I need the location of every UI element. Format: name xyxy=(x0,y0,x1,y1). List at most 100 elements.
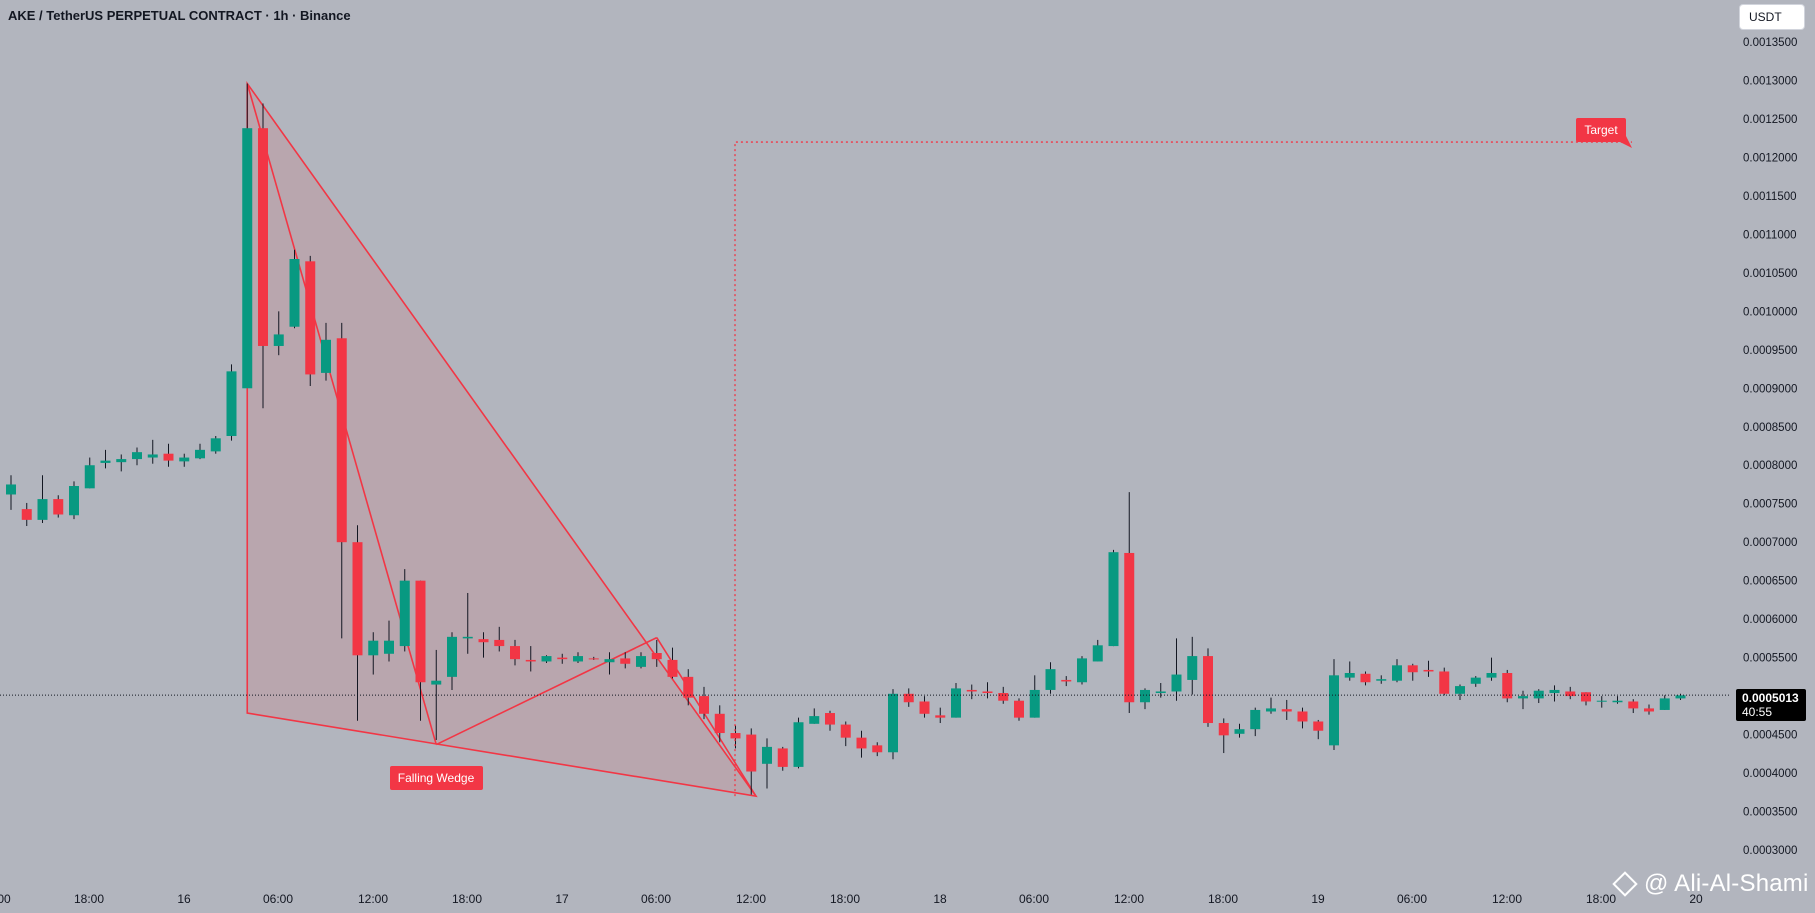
candle xyxy=(951,683,961,718)
candle-body xyxy=(447,636,457,677)
candle-body xyxy=(1376,679,1387,681)
candle-body xyxy=(1045,669,1056,690)
candle-body xyxy=(1250,709,1261,730)
candle xyxy=(289,249,300,329)
candle-body xyxy=(1108,552,1119,647)
candle-body xyxy=(37,499,48,520)
candle xyxy=(1565,686,1576,700)
candle xyxy=(1581,692,1591,706)
target-label: Target xyxy=(1576,118,1632,148)
y-tick-label: 0.0004500 xyxy=(1743,730,1797,742)
candle-body xyxy=(1644,708,1654,712)
candle-body xyxy=(1077,658,1087,683)
candle-body xyxy=(258,128,268,346)
y-tick-label: 0.0011500 xyxy=(1743,191,1797,203)
currency-selector[interactable]: USDT xyxy=(1739,4,1805,30)
candle xyxy=(667,647,678,679)
candle-body xyxy=(1455,686,1465,694)
candle-body xyxy=(1439,671,1450,694)
candle-body xyxy=(667,659,678,677)
candle xyxy=(462,592,473,654)
candle xyxy=(714,705,725,743)
candle-body xyxy=(636,656,646,667)
candle xyxy=(1297,707,1308,729)
candle-body xyxy=(462,636,473,639)
candle-body xyxy=(1171,674,1182,692)
x-tick-label: 18:00 xyxy=(1208,892,1238,906)
candle-body xyxy=(1281,709,1292,712)
candle-body xyxy=(1407,665,1418,673)
current-price-tag: 0.0005013 40:55 xyxy=(1736,689,1806,721)
y-tick-label: 0.0005500 xyxy=(1743,653,1797,665)
candle-body xyxy=(510,646,520,660)
candle-body xyxy=(195,449,205,459)
y-tick-label: 0.0012000 xyxy=(1743,152,1797,164)
x-tick-label: 18 xyxy=(933,892,947,906)
y-tick-label: 0.0009500 xyxy=(1743,345,1797,357)
candle-body xyxy=(620,658,631,664)
candle-body xyxy=(573,656,583,662)
x-tick-label: 20 xyxy=(1689,892,1703,906)
candle-body xyxy=(762,746,772,764)
y-tick-label: 0.0008000 xyxy=(1743,460,1797,472)
candle xyxy=(1376,675,1387,684)
candle-body xyxy=(1581,692,1591,702)
candle-body xyxy=(147,454,158,458)
candle-body xyxy=(273,334,284,346)
candle-body xyxy=(336,338,347,543)
candle xyxy=(1092,639,1103,662)
candle xyxy=(368,632,379,675)
candle xyxy=(1329,659,1339,750)
candle-body xyxy=(825,713,835,725)
candle xyxy=(966,684,977,700)
candle-body xyxy=(132,452,142,460)
candle-body xyxy=(494,639,505,647)
candle xyxy=(84,457,95,489)
time-axis: 00 18:00 16 06:00 12:00 18:00 17 06:00 12:00 18:0… xyxy=(0,892,1703,906)
candle xyxy=(1029,675,1040,718)
candle xyxy=(1203,648,1213,727)
candle xyxy=(1392,659,1402,683)
candle xyxy=(1250,707,1261,737)
candle xyxy=(1266,697,1276,714)
label-box xyxy=(1576,118,1626,142)
candle-body xyxy=(305,261,316,375)
candle xyxy=(21,502,32,527)
x-tick-label: 18:00 xyxy=(74,892,104,906)
candle xyxy=(1596,696,1607,708)
y-tick-label: 0.0007000 xyxy=(1743,537,1797,549)
candle-body xyxy=(1486,673,1497,678)
y-tick-label: 0.0004000 xyxy=(1743,768,1797,780)
candle-body xyxy=(888,693,898,753)
candle xyxy=(53,495,64,518)
candle xyxy=(998,686,1009,704)
falling-wedge-pattern xyxy=(246,81,758,798)
candle xyxy=(415,580,426,721)
y-tick-label: 0.0006000 xyxy=(1743,614,1797,626)
candle-body xyxy=(84,465,95,489)
target-dotted-line xyxy=(734,141,1632,797)
candle-body xyxy=(116,459,127,463)
candle xyxy=(1234,723,1245,738)
y-tick-label: 0.0012500 xyxy=(1743,114,1797,126)
candle xyxy=(1407,663,1418,681)
candle xyxy=(132,447,142,466)
candle xyxy=(1171,638,1182,701)
candle xyxy=(478,632,489,658)
x-tick-label: 19 xyxy=(1311,892,1325,906)
candle-body xyxy=(210,438,221,452)
candle xyxy=(226,364,237,441)
x-tick-label: 06:00 xyxy=(263,892,293,906)
author-watermark: @ Ali-Al-Shami xyxy=(1612,870,1809,898)
candle xyxy=(1612,696,1623,704)
candle-body xyxy=(699,696,709,714)
x-tick-label: 06:00 xyxy=(1019,892,1049,906)
candle xyxy=(494,626,505,652)
candle xyxy=(636,652,646,669)
candle xyxy=(37,475,48,523)
candle-body xyxy=(1029,689,1040,718)
candle xyxy=(856,730,867,758)
candle-body xyxy=(1423,669,1434,672)
candle-body xyxy=(903,693,914,703)
